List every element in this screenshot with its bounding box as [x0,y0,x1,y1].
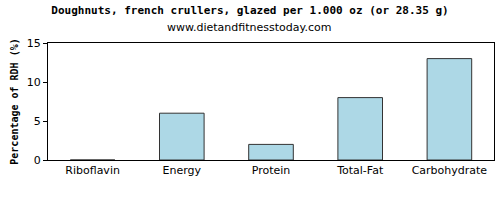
svg-text:Riboflavin: Riboflavin [65,164,120,177]
svg-text:Carbohydrate: Carbohydrate [412,164,488,177]
svg-text:15: 15 [27,37,41,50]
svg-text:Protein: Protein [252,164,291,177]
svg-text:www.dietandfitnesstoday.com: www.dietandfitnesstoday.com [167,21,331,34]
svg-text:5: 5 [34,115,41,128]
svg-text:Total-Fat: Total-Fat [336,164,384,177]
svg-text:Doughnuts, french crullers, gl: Doughnuts, french crullers, glazed per 1… [51,4,448,17]
svg-text:Energy: Energy [163,164,202,177]
svg-text:0: 0 [34,154,41,167]
svg-text:10: 10 [27,76,41,89]
svg-text:Percentage of RDH (%): Percentage of RDH (%) [9,38,20,164]
